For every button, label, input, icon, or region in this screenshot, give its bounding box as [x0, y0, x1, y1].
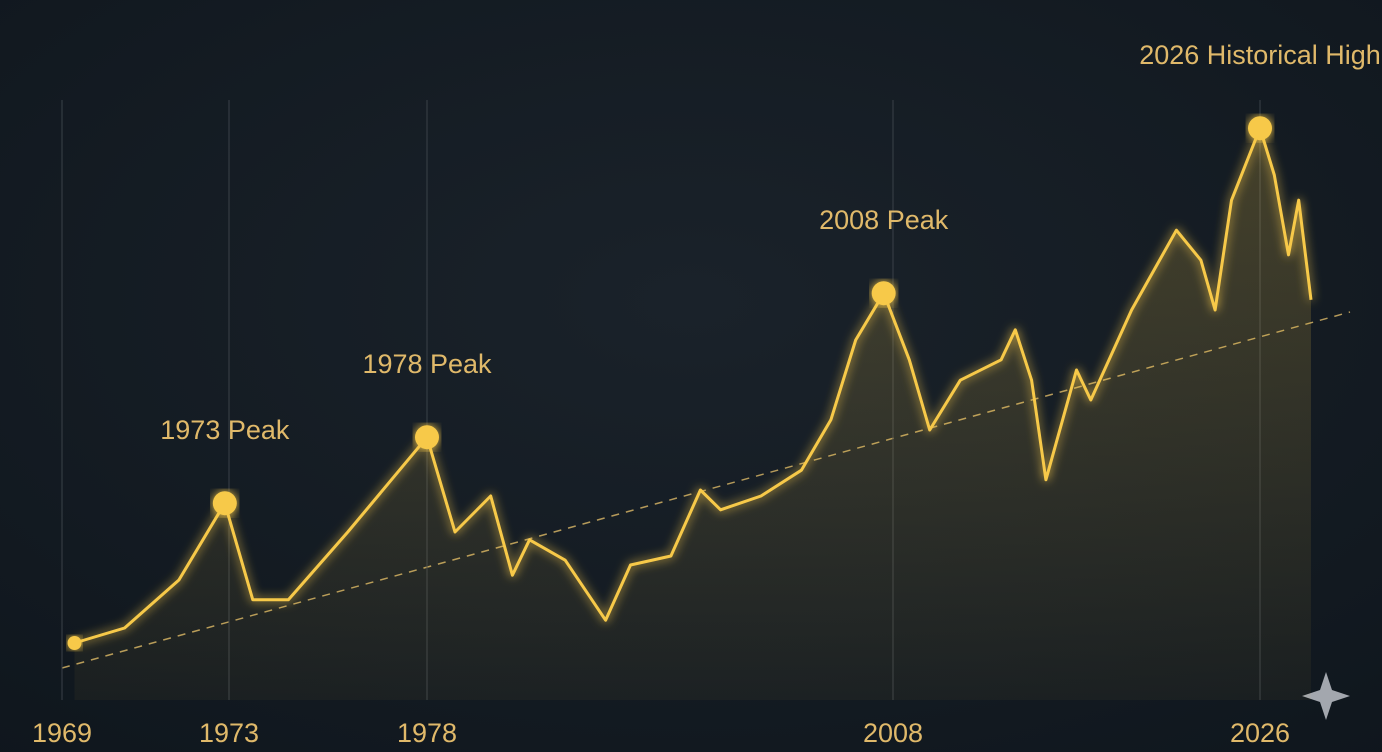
peak-marker — [212, 491, 237, 516]
peak-marker — [871, 281, 896, 306]
x-tick-label: 2026 — [1230, 718, 1290, 748]
annotation-label: 1973 Peak — [160, 415, 290, 445]
peak-marker — [1248, 116, 1272, 141]
annotation-label: 2008 Peak — [819, 205, 949, 235]
line-series — [74, 126, 1313, 645]
annotation-label: 2026 Historical High — [1139, 40, 1381, 70]
x-tick-label: 1969 — [32, 718, 92, 748]
sparkle-icon — [1302, 672, 1350, 720]
x-tick-label: 1973 — [199, 718, 259, 748]
x-tick-label: 1978 — [397, 718, 457, 748]
area-fill — [74, 128, 1311, 700]
x-tick-label: 2008 — [863, 718, 923, 748]
start-point — [67, 636, 82, 650]
annotation-label: 1978 Peak — [362, 349, 492, 379]
peak-marker — [415, 425, 439, 450]
